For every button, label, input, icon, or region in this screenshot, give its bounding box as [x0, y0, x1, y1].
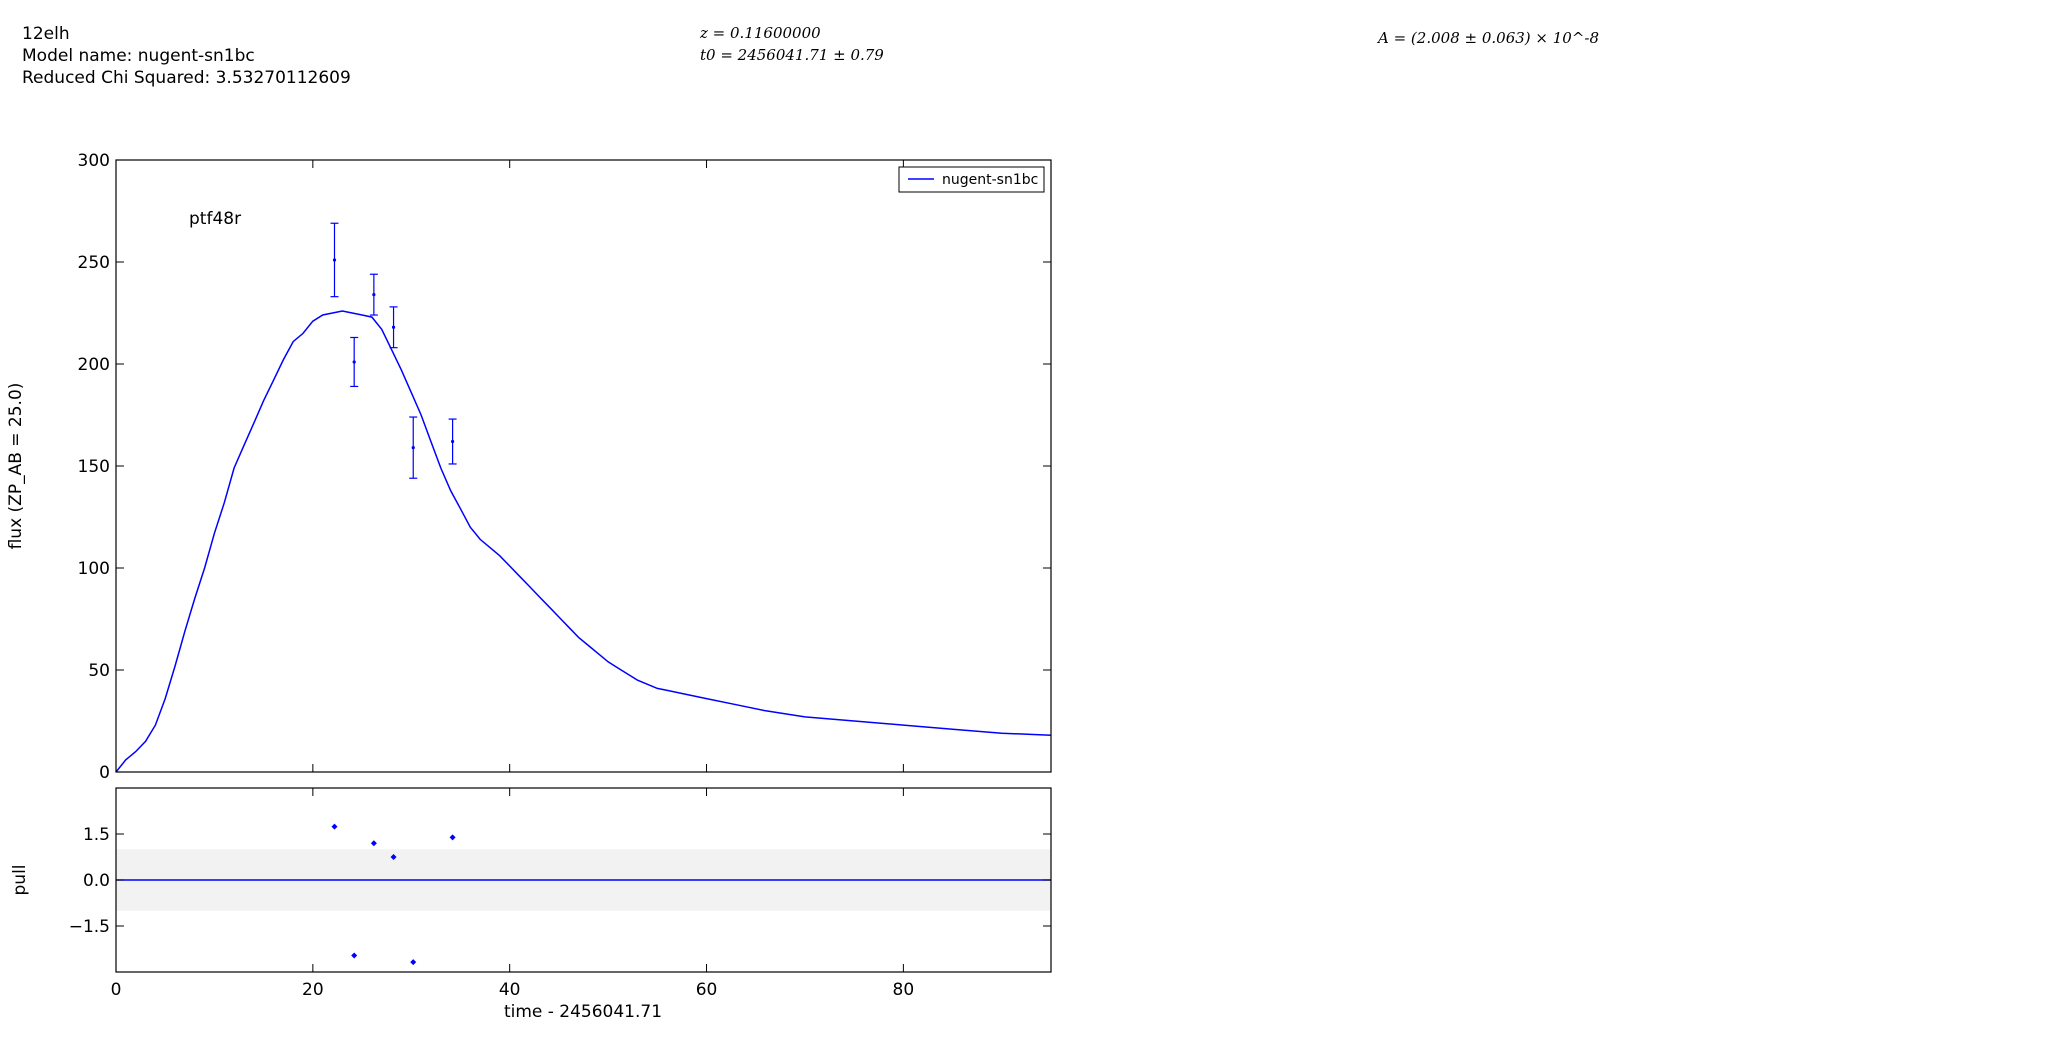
pull-point [390, 854, 397, 860]
flux-y-tick-label: 250 [78, 253, 110, 273]
pull-panel: 1.5 0.0 −1.5 0 20 40 60 80 pull time - 2456041.… [10, 787, 1052, 1022]
observation-point [391, 325, 396, 329]
flux-axis-label: flux (ZP_AB = 25.0) [6, 383, 26, 550]
pull-points [331, 823, 456, 966]
time-x-tick-label: 0 [111, 980, 122, 1000]
flux-y-tick-label: 50 [88, 661, 110, 681]
legend: nugent-sn1bc [898, 166, 1045, 193]
observation-point [411, 446, 415, 450]
pull-point [410, 959, 417, 966]
observation-point [332, 258, 337, 262]
pull-panel-ticks: 1.5 0.0 −1.5 0 20 40 60 80 [69, 788, 1051, 1000]
time-axis-label: time - 2456041.71 [504, 1002, 662, 1022]
object-name: 12elh [22, 24, 70, 44]
band-label: ptf48r [189, 209, 241, 229]
observation-point [352, 360, 356, 364]
flux-y-tick-label: 200 [78, 355, 110, 375]
chi-squared-line: Reduced Chi Squared: 3.53270112609 [22, 68, 351, 88]
observation-points [332, 258, 455, 450]
model-curve [115, 310, 1052, 773]
pull-panel-frame [115, 787, 1052, 973]
pull-point [331, 823, 338, 830]
flux-panel-background [116, 160, 1051, 772]
pull-point [449, 834, 456, 841]
flux-panel-ticks: 0 50 100 150 200 250 300 [78, 151, 1051, 783]
time-x-tick-label: 80 [893, 980, 915, 1000]
pull-point [351, 952, 358, 959]
flux-y-tick-label: 300 [78, 151, 110, 171]
pull-y-tick-label: 0.0 [83, 871, 110, 891]
flux-y-tick-label: 100 [78, 559, 110, 579]
flux-y-tick-label: 150 [78, 457, 110, 477]
pull-y-tick-label: 1.5 [83, 825, 110, 845]
time-x-tick-label: 20 [302, 980, 324, 1000]
t0-line: t0 = 2456041.71 ± 0.79 [700, 46, 884, 64]
legend-entry: nugent-sn1bc [942, 172, 1038, 188]
time-x-tick-label: 60 [696, 980, 718, 1000]
model-name-line: Model name: nugent-sn1bc [22, 46, 255, 66]
observation-point [451, 439, 455, 444]
flux-y-tick-label: 0 [99, 763, 110, 783]
pull-y-tick-label: −1.5 [69, 917, 110, 937]
pull-axis-label: pull [10, 864, 30, 895]
flux-panel: 0 50 100 150 200 250 300 ptf48r flux (ZP_AB = … [6, 151, 1052, 783]
time-x-tick-label: 40 [499, 980, 521, 1000]
pull-point [370, 840, 377, 847]
amplitude-line: A = (2.008 ± 0.063) × 10^-8 [1378, 29, 1600, 47]
redshift-line: z = 0.11600000 [700, 24, 821, 42]
observation-point [372, 293, 376, 297]
flux-panel-frame [115, 159, 1052, 773]
